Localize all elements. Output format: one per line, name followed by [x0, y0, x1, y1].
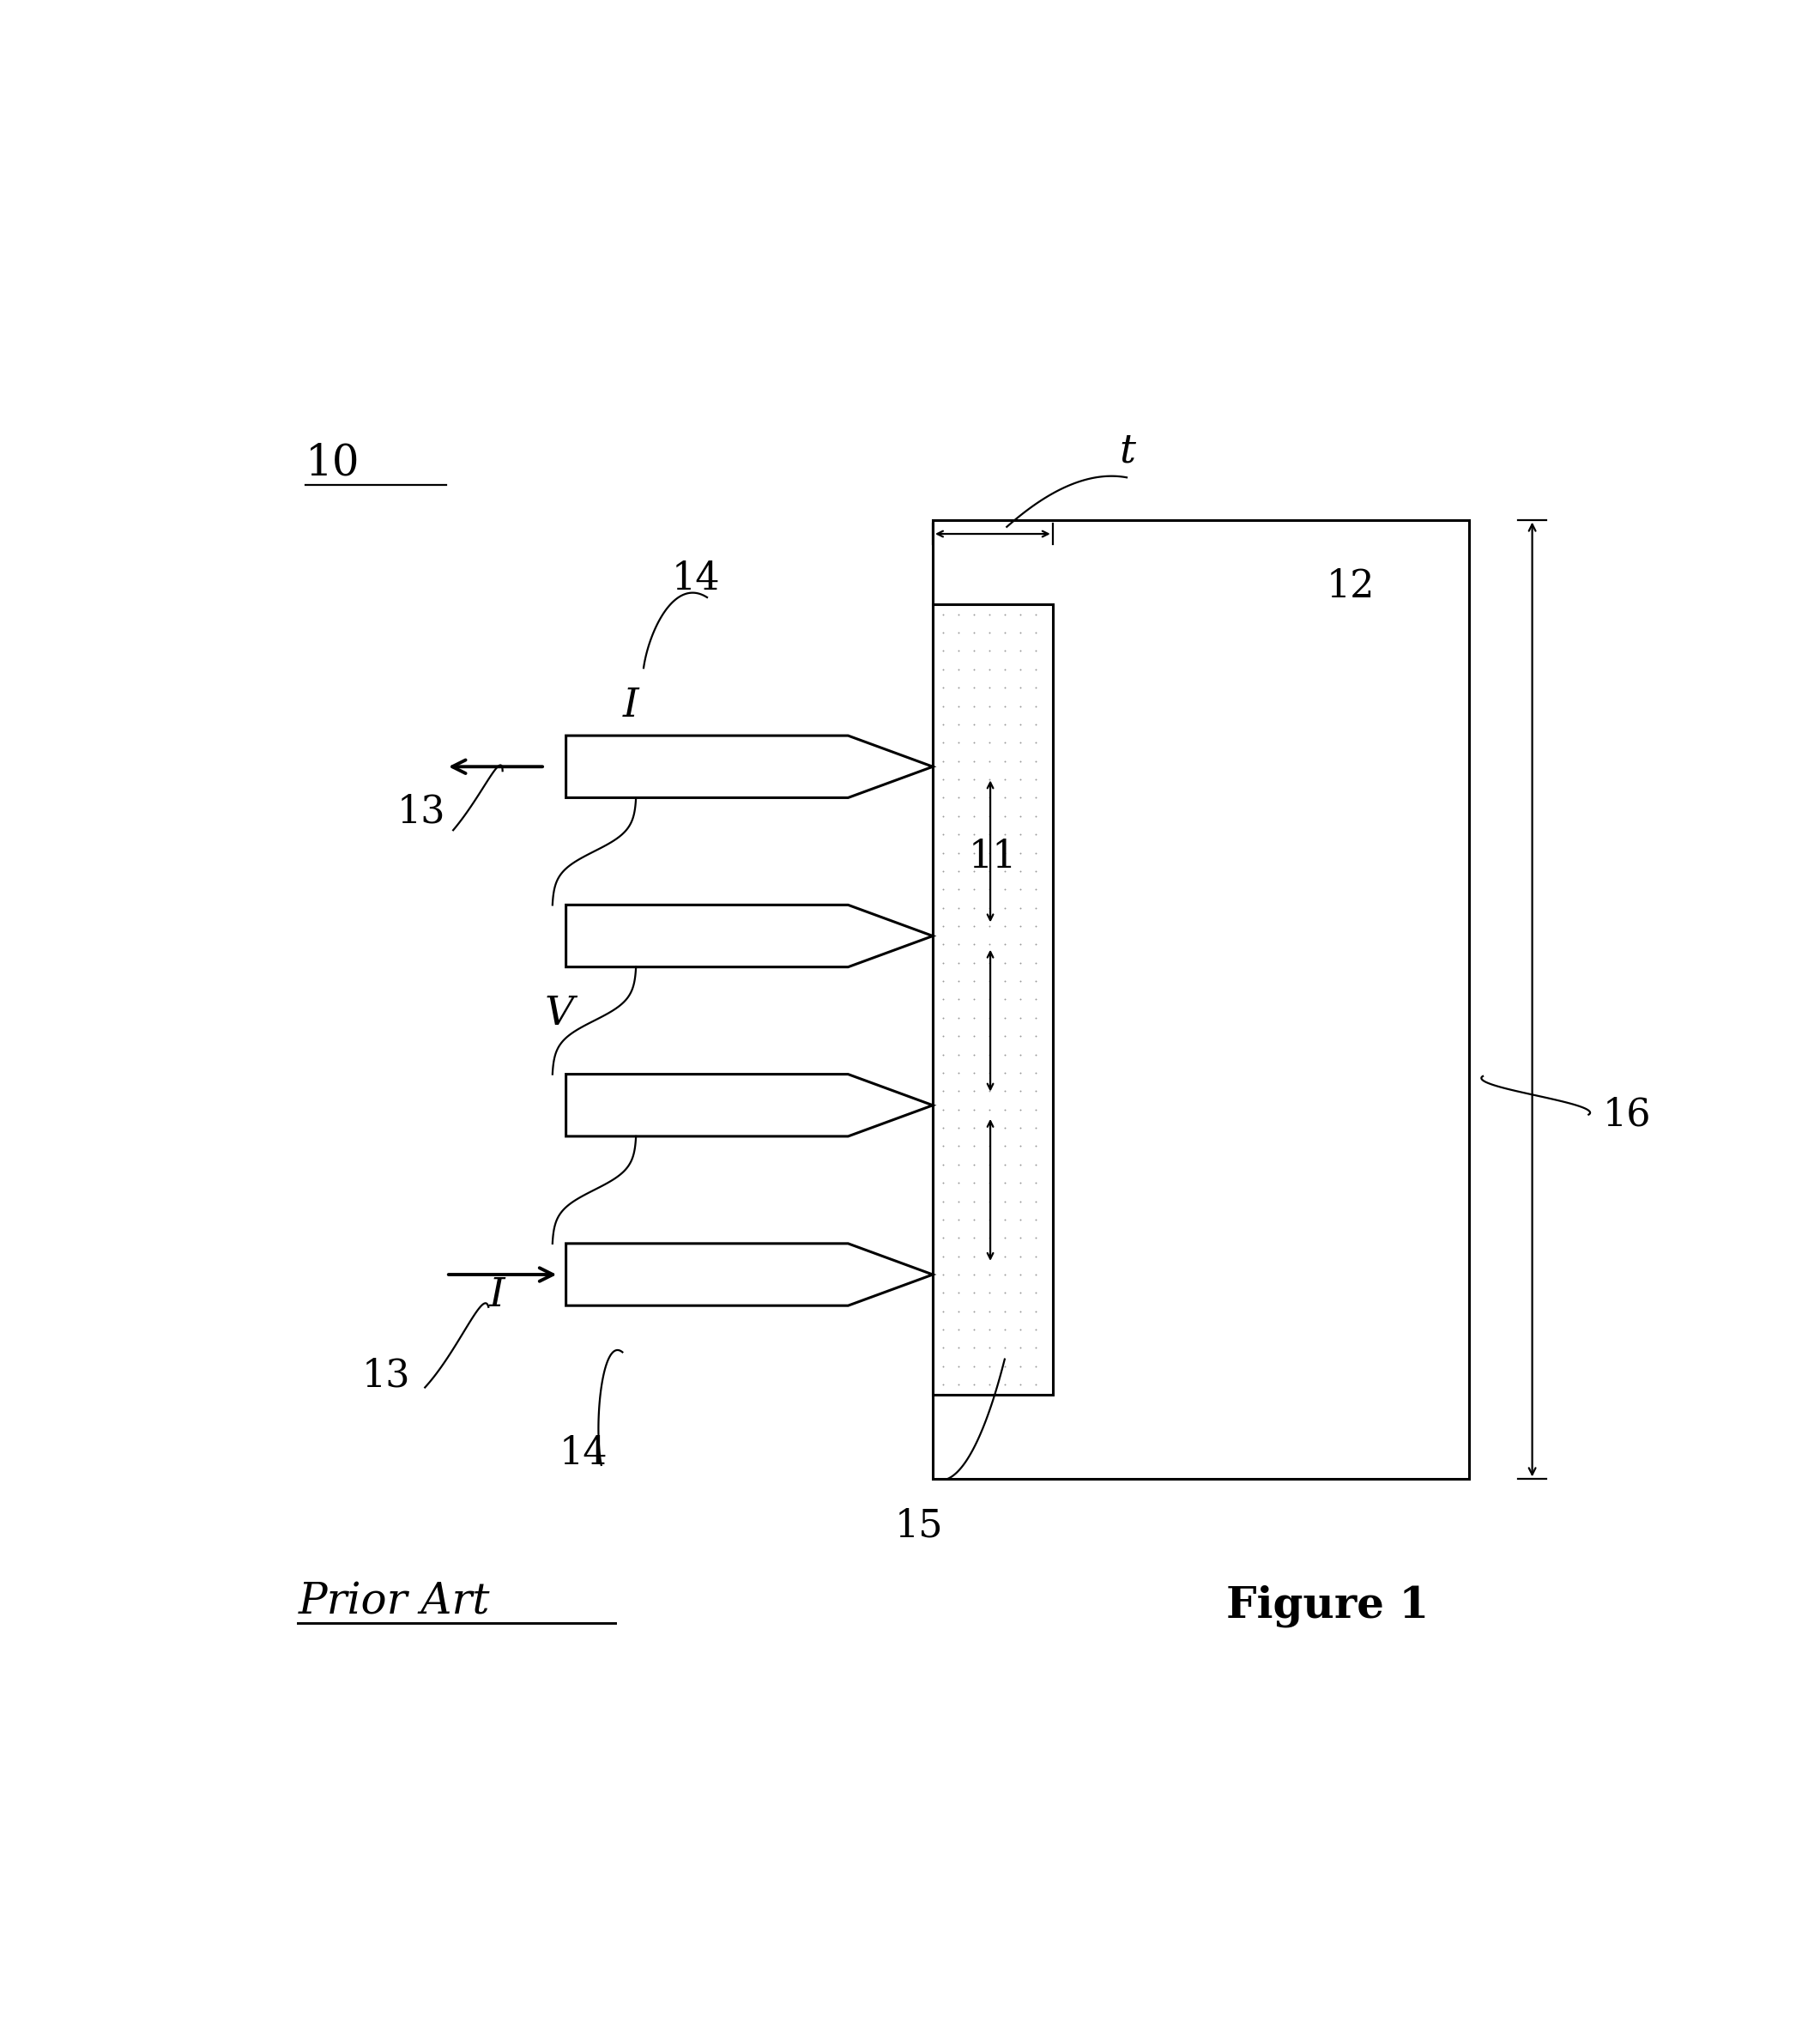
- Text: 15: 15: [894, 1508, 943, 1545]
- Text: Figure 1: Figure 1: [1227, 1585, 1429, 1628]
- Text: I: I: [622, 686, 639, 724]
- Text: Prior Art: Prior Art: [298, 1581, 490, 1624]
- Text: 12: 12: [1327, 568, 1376, 606]
- Text: V: V: [544, 995, 573, 1034]
- Text: I: I: [488, 1276, 504, 1315]
- Polygon shape: [566, 1243, 934, 1306]
- Polygon shape: [566, 906, 934, 967]
- Bar: [934, 519, 1469, 1479]
- Polygon shape: [566, 1074, 934, 1136]
- Text: 14: 14: [672, 560, 721, 598]
- Text: 13: 13: [397, 794, 446, 830]
- Text: 13: 13: [362, 1357, 410, 1394]
- Text: 11: 11: [968, 838, 1017, 875]
- Polygon shape: [566, 735, 934, 798]
- Text: 16: 16: [1603, 1097, 1651, 1133]
- Text: 10: 10: [306, 442, 360, 484]
- Bar: [934, 604, 1052, 1394]
- Text: 14: 14: [559, 1435, 608, 1471]
- Text: t: t: [1119, 431, 1136, 470]
